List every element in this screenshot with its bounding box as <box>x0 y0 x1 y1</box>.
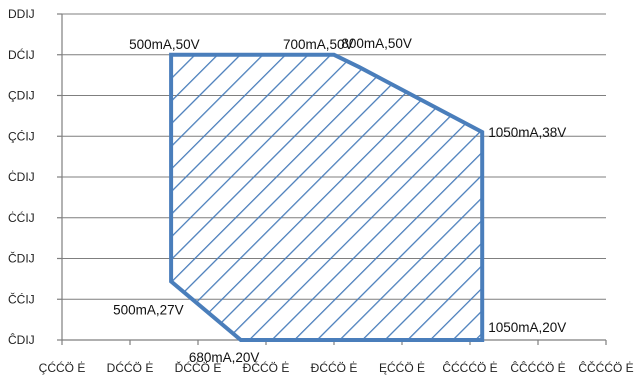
x-tick-label: ĈČĆĆÖ Ė <box>578 360 633 375</box>
x-tick-labels: ÇĆĆÖ Ė DĆĆÖ Ė ĎĆĆÖ Ė ĐĆĆÖ Ė ĐĆĆÖ Ė ĘĆĆÖ Ė ĈĆĆĆ… <box>39 360 634 375</box>
x-tick-label: ĐĆĆÖ Ė <box>311 360 358 375</box>
y-tick-labels: ĈDIJ ČĆIJ ČDIJ ĊĆIJ ĊDIJ ÇĆIJ ÇDIJ DĆIJ DDIJ <box>8 7 35 347</box>
y-tick-label: DDIJ <box>8 7 35 21</box>
y-tick-label: ČDIJ <box>8 251 35 266</box>
x-tick-label: ĎĆĆÖ Ė <box>175 360 222 375</box>
point-label: 1050mA,20V <box>488 320 566 335</box>
y-tick-label: ÇĆIJ <box>8 128 35 143</box>
y-tick-label: ĊĆIJ <box>8 210 35 225</box>
point-label: 700mA,50V <box>283 37 354 52</box>
operating-region-polygon <box>169 52 485 342</box>
point-label: 680mA,20V <box>189 350 260 365</box>
x-tick-label: ĘĆĆÖ Ė <box>379 360 425 375</box>
x-tick-label: DĆĆÖ Ė <box>107 360 154 375</box>
x-tick-label: ÇĆĆÖ Ė <box>39 360 86 375</box>
y-tick-label: ČĆIJ <box>8 291 35 306</box>
operating-region <box>169 52 485 342</box>
x-tick-label: ĈĆĆĆÖ Ė <box>442 360 497 375</box>
y-tick-label: ÇDIJ <box>8 89 35 103</box>
point-label: 1050mA,38V <box>488 125 566 140</box>
point-label: 800mA,50V <box>341 36 412 51</box>
point-label: 500mA,50V <box>129 37 200 52</box>
point-label: 500mA,27V <box>113 302 184 317</box>
x-tick-label: ĐĆĆÖ Ė <box>243 360 290 375</box>
x-tick-label: ĈĈĆĆÖ Ė <box>510 360 565 375</box>
y-tick-label: ĈDIJ <box>8 332 35 347</box>
y-tick-label: DĆIJ <box>8 47 35 62</box>
y-tick-label: ĊDIJ <box>8 170 35 184</box>
